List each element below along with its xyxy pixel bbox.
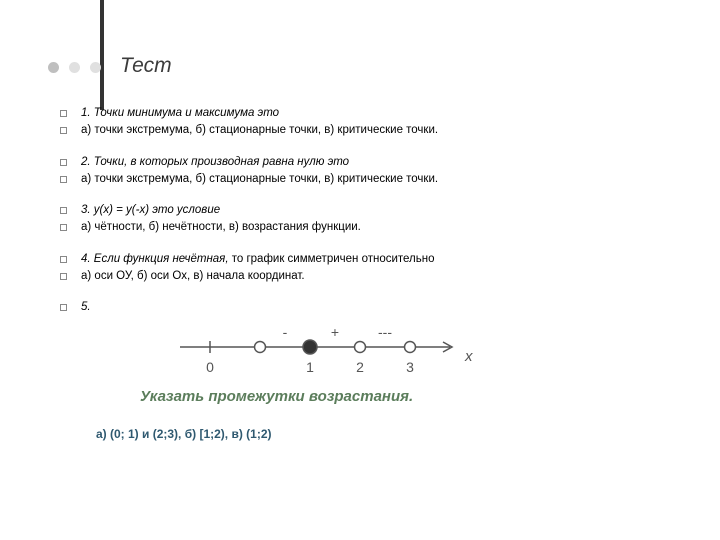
question-4: 4. Если функция нечётная, то график симм… [60,251,680,268]
question-2: 2. Точки, в которых производная равна ну… [60,154,680,171]
tick-label: 3 [406,359,414,375]
question-prompt: 2. Точки, в которых производная равна ну… [81,156,349,168]
number-line: х 0 1 2 3 - + --- [160,322,490,382]
question-1: 1. Точки минимума и максимума это [60,105,680,122]
answers-1: а) точки экстремума, б) стационарные точ… [60,122,680,139]
question-prompt: 3. y(x) = y(-x) это условие [81,204,220,216]
answers-text: а) точки экстремума, б) стационарные точ… [81,122,680,139]
bullet-icon [60,110,67,117]
axis-label: х [464,348,473,365]
page-title: Тест [120,54,172,78]
question-prompt-tail: то график симметричен относительно [229,253,435,265]
bullet-icon [60,256,67,263]
open-point-icon [355,342,366,353]
tick-label: 0 [206,359,214,375]
dot [69,62,80,73]
answers-text: а) оси ОУ, б) оси Ох, в) начала координа… [81,268,680,285]
answers-4: а) оси ОУ, б) оси Ох, в) начала координа… [60,268,680,285]
question-5: 5. [60,299,680,316]
bullet-icon [60,127,67,134]
tick-label: 2 [356,359,364,375]
sign-label: --- [378,324,392,340]
bullet-icon [60,273,67,280]
accent-bar [100,0,104,110]
dot [48,62,59,73]
q5-label: 5. [81,301,91,313]
tick-label: 1 [306,359,314,375]
bullet-icon [60,176,67,183]
content: 1. Точки минимума и максимума это а) точк… [60,105,680,441]
slide-dots [48,62,101,73]
dot [90,62,101,73]
bullet-icon [60,224,67,231]
sign-label: - [283,324,288,340]
sign-label: + [331,324,339,340]
answers-2: а) точки экстремума, б) стационарные точ… [60,171,680,188]
answers-text: а) точки экстремума, б) стационарные точ… [81,171,680,188]
question-prompt: 1. Точки минимума и максимума это [81,107,279,119]
answers-text: а) чётности, б) нечётности, в) возрастан… [81,219,680,236]
open-point-icon [255,342,266,353]
answers-5: а) (0; 1) и (2;3), б) [1;2), в) (1;2) [96,427,680,441]
bullet-icon [60,304,67,311]
bullet-icon [60,207,67,214]
question-3: 3. y(x) = y(-x) это условие [60,202,680,219]
question-prompt: 4. Если функция нечётная, [81,253,229,265]
bullet-icon [60,159,67,166]
closed-point-icon [303,340,317,354]
answers-3: а) чётности, б) нечётности, в) возрастан… [60,219,680,236]
instruction: Указать промежутки возрастания. [140,388,680,405]
open-point-icon [405,342,416,353]
